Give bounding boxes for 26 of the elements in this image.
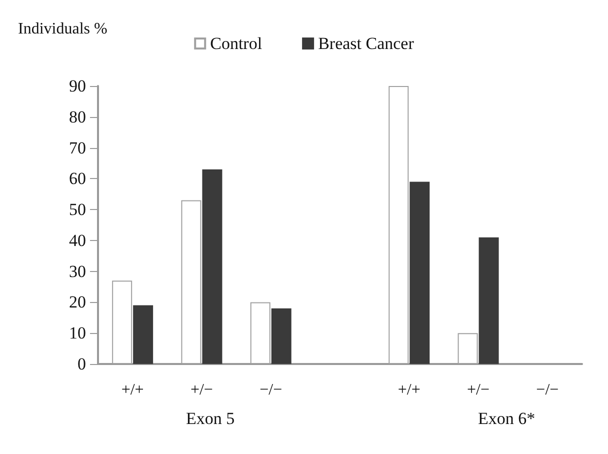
y-tick-label: 0 [78, 354, 86, 374]
y-tick-label: 90 [69, 76, 86, 96]
y-tick-label: 40 [69, 230, 86, 250]
y-tick-label: 80 [69, 107, 86, 126]
x-tick-label: +/+ [398, 382, 420, 398]
legend-label: Breast Cancer [318, 34, 414, 53]
bar [202, 169, 222, 364]
x-tick-label: +/+ [121, 382, 144, 398]
text: Exon 6* [478, 409, 536, 428]
bar [410, 182, 430, 364]
bar [133, 305, 154, 364]
y-tick-label: 50 [69, 200, 86, 220]
y-tick-label: 10 [69, 324, 86, 343]
bar [478, 237, 499, 364]
y-tick-label: 20 [69, 292, 86, 312]
y-axis-title: Individuals % [18, 20, 108, 38]
x-tick-label: +/− [190, 382, 213, 398]
y-tick-label: 70 [69, 138, 86, 158]
y-tick-label: 30 [69, 262, 86, 281]
x-tick-label: +/− [467, 382, 490, 398]
x-tick-label: −/− [260, 382, 282, 398]
legend-label: Control [210, 34, 262, 53]
y-tick-label: 60 [69, 169, 86, 188]
x-tick-label: −/− [536, 382, 559, 398]
bar [271, 308, 292, 364]
text: Exon 5 [186, 409, 235, 428]
